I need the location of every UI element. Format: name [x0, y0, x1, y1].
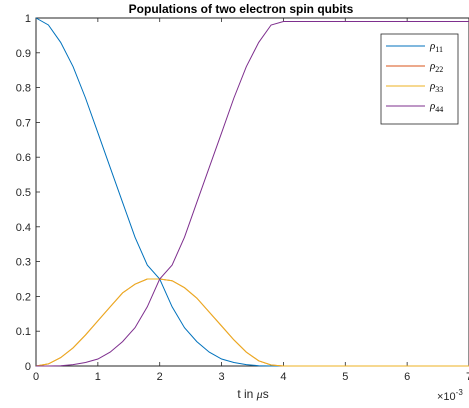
x-axis-title: t in μs — [237, 387, 268, 401]
x-tick-label: 7 — [466, 371, 469, 383]
y-tick-label: 0.7 — [16, 117, 31, 129]
y-tick-label: 1 — [25, 13, 31, 25]
legend-label-rho33: ρ33 — [429, 80, 443, 94]
legend-label-rho11: ρ11 — [429, 40, 443, 54]
y-tick-label: 0.8 — [16, 83, 31, 95]
legend: ρ11 ρ22 ρ33 ρ44 — [380, 33, 459, 125]
x-tick-label: 4 — [280, 371, 286, 383]
x-tick-label: 0 — [33, 371, 39, 383]
x-tick-label: 6 — [404, 371, 410, 383]
y-tick-label: 0.6 — [16, 152, 31, 164]
legend-box — [380, 33, 459, 125]
x-tick-label: 3 — [219, 371, 225, 383]
y-axis: 0 0.1 0.2 0.3 0.4 0.5 0.6 0.7 0.8 0.9 1 — [16, 13, 40, 373]
series-lines — [35, 17, 469, 367]
x-tick-label: 2 — [157, 371, 163, 383]
y-tick-label: 0.4 — [16, 222, 31, 234]
y-tick-label: 0.9 — [16, 48, 31, 60]
y-tick-label: 0.5 — [16, 187, 31, 199]
series-line-rho44 — [36, 21, 469, 367]
x-axis: 0 1 2 3 4 5 6 7 — [33, 18, 469, 383]
y-tick-label: 0.3 — [16, 257, 31, 269]
x-tick-label: 1 — [95, 371, 101, 383]
series-line-rho33 — [35, 278, 469, 367]
x-tick-label: 5 — [342, 371, 348, 383]
legend-label-rho22: ρ22 — [429, 60, 443, 74]
x-axis-multiplier: ×10-3 — [437, 388, 463, 403]
y-tick-label: 0.2 — [16, 291, 31, 303]
y-tick-label: 0.1 — [16, 326, 31, 338]
chart-title: Populations of two electron spin qubits — [129, 2, 354, 16]
legend-label-rho44: ρ44 — [429, 100, 443, 114]
y-tick-label: 0 — [25, 361, 31, 373]
